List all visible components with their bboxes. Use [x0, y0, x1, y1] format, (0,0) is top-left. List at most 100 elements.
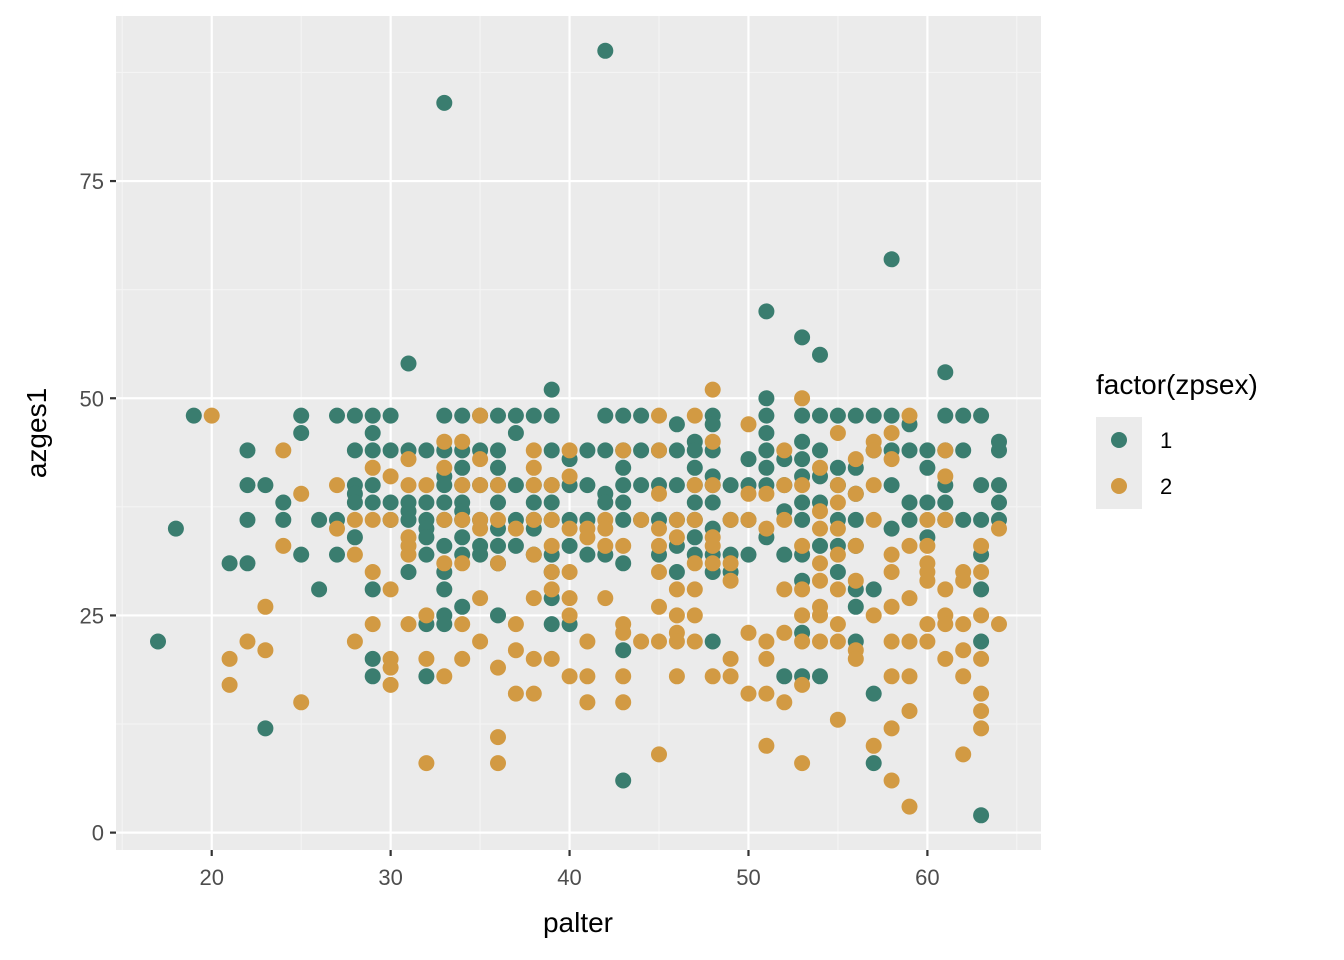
point-series-1-89: [507, 407, 524, 424]
point-series-1-157: [704, 416, 721, 433]
point-series-2-59: [507, 520, 524, 537]
point-series-2-51: [472, 590, 489, 607]
point-series-1-7: [239, 555, 256, 572]
point-series-2-231: [973, 703, 990, 719]
point-series-2-2: [221, 676, 238, 693]
point-series-1-34: [382, 407, 399, 424]
point-series-2-131: [722, 511, 739, 528]
point-series-2-88: [579, 694, 596, 711]
point-series-1-4: [239, 442, 256, 459]
point-series-1-6: [239, 511, 256, 528]
point-series-2-12: [346, 511, 363, 528]
plot-panel: [116, 16, 1041, 850]
point-series-2-17: [364, 564, 381, 580]
point-series-1-131: [615, 555, 632, 572]
point-series-1-232: [901, 511, 918, 528]
point-series-2-210: [919, 572, 936, 589]
point-series-1-223: [865, 755, 882, 772]
point-series-2-192: [883, 546, 900, 563]
point-series-2-195: [883, 633, 900, 650]
point-series-2-171: [829, 494, 846, 511]
point-series-1-189: [794, 433, 811, 450]
point-series-2-62: [507, 685, 524, 702]
point-series-2-99: [633, 511, 650, 528]
point-series-1-8: [257, 477, 274, 494]
point-series-1-88: [490, 607, 506, 624]
point-series-2-54: [490, 511, 506, 528]
point-series-1-120: [597, 407, 614, 424]
point-series-2-227: [973, 564, 990, 580]
point-series-2-105: [651, 537, 667, 554]
point-series-1-31: [364, 581, 381, 598]
point-series-2-178: [847, 451, 864, 468]
point-series-2-3: [239, 633, 256, 650]
point-series-1-211: [847, 407, 864, 424]
point-series-1-91: [507, 477, 524, 494]
point-series-2-93: [615, 442, 632, 459]
point-series-2-159: [794, 676, 811, 693]
point-series-2-58: [490, 755, 506, 772]
point-series-1-165: [704, 633, 721, 650]
point-series-1-134: [633, 407, 650, 424]
point-series-1-127: [615, 459, 632, 476]
point-series-1-190: [794, 451, 811, 468]
point-series-1-251: [973, 633, 990, 650]
point-series-2-11: [329, 520, 345, 537]
point-series-2-33: [418, 650, 435, 667]
point-series-2-69: [525, 650, 542, 667]
point-series-1-250: [973, 581, 990, 598]
point-series-1-198: [812, 346, 828, 363]
point-series-1-143: [668, 442, 685, 459]
point-series-2-76: [543, 650, 560, 667]
point-series-1-173: [740, 546, 757, 563]
point-series-1-104: [543, 494, 560, 511]
point-series-2-14: [346, 633, 363, 650]
legend-title: factor(zpsex): [1096, 369, 1258, 400]
point-series-2-132: [722, 555, 739, 572]
point-series-2-1: [221, 650, 238, 667]
point-series-2-225: [955, 746, 972, 763]
point-series-2-45: [454, 650, 471, 667]
x-axis-title: palter: [543, 907, 613, 938]
point-series-2-47: [472, 451, 489, 468]
point-series-1-25: [346, 529, 363, 546]
point-series-1-176: [758, 407, 775, 424]
point-series-1-35: [382, 442, 399, 459]
point-series-2-60: [507, 616, 524, 633]
point-series-1-11: [275, 511, 292, 528]
point-series-2-19: [382, 468, 399, 485]
point-series-2-120: [686, 555, 703, 572]
point-series-1-20: [346, 407, 363, 424]
y-tick-label-0: 0: [92, 821, 104, 846]
point-series-2-170: [829, 477, 846, 494]
point-series-1-200: [812, 442, 828, 459]
point-series-1-45: [418, 494, 435, 511]
point-series-1-118: [579, 546, 596, 563]
point-series-2-147: [776, 442, 793, 459]
point-series-1-28: [364, 442, 381, 459]
point-series-1-243: [955, 407, 972, 424]
point-series-2-40: [454, 433, 471, 450]
point-series-2-172: [829, 520, 846, 537]
point-series-2-119: [686, 511, 703, 528]
point-series-2-233: [991, 520, 1007, 537]
point-series-2-204: [901, 703, 918, 719]
point-series-2-138: [740, 511, 757, 528]
point-series-2-53: [490, 477, 506, 494]
point-series-1-57: [436, 494, 453, 511]
point-series-1-26: [364, 407, 381, 424]
point-series-2-20: [382, 511, 399, 528]
point-series-1-256: [991, 494, 1007, 511]
legend-label-2: 2: [1160, 474, 1172, 499]
point-series-2-200: [901, 537, 918, 554]
point-series-2-15: [364, 459, 381, 476]
point-series-2-137: [740, 485, 757, 502]
point-series-2-144: [758, 650, 775, 667]
point-series-1-49: [418, 546, 435, 563]
point-series-2-117: [686, 407, 703, 424]
point-series-2-16: [364, 511, 381, 528]
point-series-2-74: [543, 564, 560, 580]
point-series-2-31: [418, 477, 435, 494]
point-series-1-225: [883, 407, 900, 424]
point-series-2-124: [704, 381, 721, 398]
